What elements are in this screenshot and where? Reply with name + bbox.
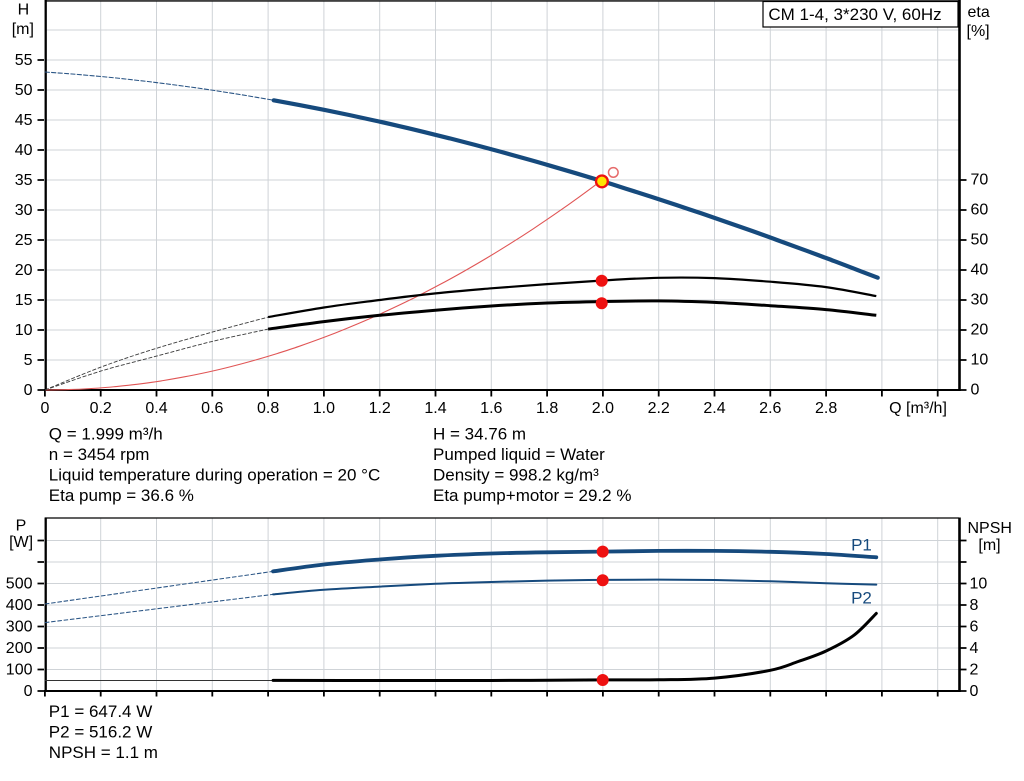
svg-text:70: 70	[971, 172, 989, 189]
svg-text:0.2: 0.2	[90, 400, 112, 417]
svg-text:30: 30	[971, 292, 989, 309]
svg-text:10: 10	[15, 322, 33, 339]
svg-text:40: 40	[971, 262, 989, 279]
svg-text:40: 40	[15, 142, 33, 159]
svg-text:1.6: 1.6	[480, 400, 502, 417]
svg-text:25: 25	[15, 232, 33, 249]
svg-text:1.0: 1.0	[313, 400, 335, 417]
svg-text:2: 2	[970, 662, 979, 679]
svg-text:P2: P2	[851, 589, 872, 608]
svg-text:[W]: [W]	[9, 534, 33, 551]
svg-text:0: 0	[24, 382, 33, 399]
svg-text:0: 0	[24, 683, 33, 700]
svg-text:50: 50	[15, 82, 33, 99]
svg-text:10: 10	[971, 352, 989, 369]
svg-text:200: 200	[6, 640, 33, 657]
svg-text:0.4: 0.4	[145, 400, 167, 417]
svg-text:15: 15	[15, 292, 33, 309]
svg-text:55: 55	[15, 52, 33, 69]
svg-text:8: 8	[970, 597, 979, 614]
svg-text:P1 = 647.4 W: P1 = 647.4 W	[49, 702, 152, 721]
svg-text:H = 34.76 m: H = 34.76 m	[433, 425, 526, 444]
svg-text:35: 35	[15, 172, 33, 189]
svg-text:400: 400	[6, 597, 33, 614]
svg-text:45: 45	[15, 112, 33, 129]
svg-text:P: P	[16, 517, 27, 534]
svg-text:20: 20	[15, 262, 33, 279]
svg-text:300: 300	[6, 619, 33, 636]
svg-text:P1: P1	[851, 536, 872, 555]
svg-text:Eta pump+motor = 29.2 %: Eta pump+motor = 29.2 %	[433, 486, 631, 505]
svg-text:H: H	[18, 2, 30, 19]
svg-text:5: 5	[24, 352, 33, 369]
svg-text:Q [m³/h]: Q [m³/h]	[889, 400, 947, 417]
svg-text:2.0: 2.0	[592, 400, 614, 417]
svg-text:NPSH: NPSH	[968, 520, 1012, 537]
svg-text:4: 4	[970, 640, 979, 657]
svg-text:2.8: 2.8	[815, 400, 837, 417]
svg-text:Liquid temperature during oper: Liquid temperature during operation = 20…	[49, 466, 380, 485]
svg-text:n = 3454 rpm: n = 3454 rpm	[49, 445, 150, 464]
svg-text:1.2: 1.2	[369, 400, 391, 417]
svg-text:100: 100	[6, 662, 33, 679]
svg-text:0.8: 0.8	[257, 400, 279, 417]
svg-text:eta: eta	[968, 4, 990, 21]
svg-text:2.4: 2.4	[703, 400, 725, 417]
svg-text:CM 1-4, 3*230 V, 60Hz: CM 1-4, 3*230 V, 60Hz	[768, 5, 941, 24]
svg-text:[m]: [m]	[12, 21, 34, 38]
svg-text:0: 0	[970, 683, 979, 700]
svg-text:[%]: [%]	[967, 23, 990, 40]
svg-text:[m]: [m]	[978, 537, 1000, 554]
svg-text:Q = 1.999 m³/h: Q = 1.999 m³/h	[49, 425, 163, 444]
svg-text:0: 0	[971, 382, 980, 399]
svg-text:50: 50	[971, 232, 989, 249]
svg-text:P2 = 516.2 W: P2 = 516.2 W	[49, 723, 152, 742]
svg-text:500: 500	[6, 576, 33, 593]
svg-text:1.8: 1.8	[536, 400, 558, 417]
svg-text:60: 60	[971, 202, 989, 219]
svg-text:Density = 998.2 kg/m³: Density = 998.2 kg/m³	[433, 466, 599, 485]
svg-text:NPSH = 1.1 m: NPSH = 1.1 m	[49, 743, 158, 762]
svg-text:2.6: 2.6	[759, 400, 781, 417]
svg-text:6: 6	[970, 619, 979, 636]
svg-text:0: 0	[40, 400, 49, 417]
svg-text:10: 10	[970, 576, 988, 593]
svg-text:Pumped liquid = Water: Pumped liquid = Water	[433, 445, 605, 464]
svg-text:0.6: 0.6	[201, 400, 223, 417]
svg-text:Eta pump = 36.6 %: Eta pump = 36.6 %	[49, 486, 194, 505]
svg-text:2.2: 2.2	[648, 400, 670, 417]
svg-text:1.4: 1.4	[424, 400, 446, 417]
svg-text:30: 30	[15, 202, 33, 219]
svg-text:20: 20	[971, 322, 989, 339]
